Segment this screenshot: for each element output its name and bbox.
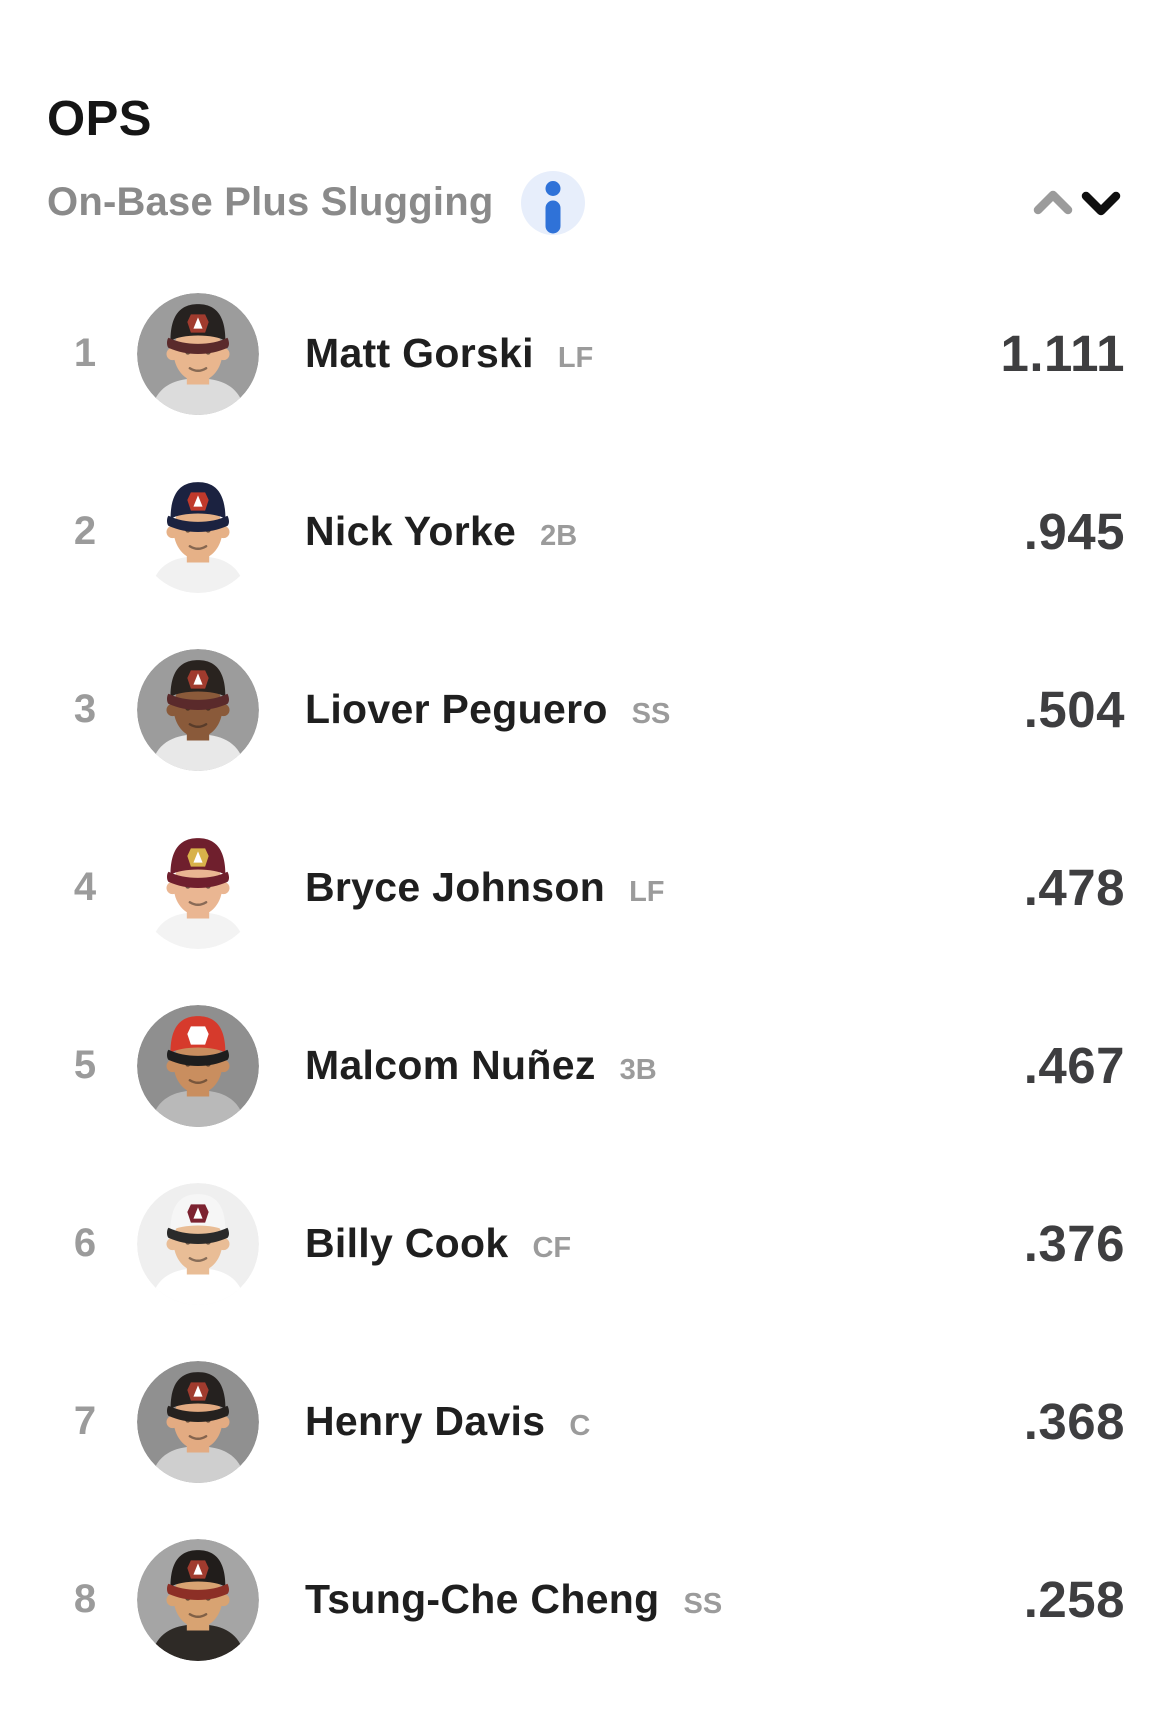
player-stat-value: .478 [1023, 859, 1125, 917]
sort-descending-button[interactable] [1077, 179, 1125, 227]
player-stat-value: .376 [1023, 1215, 1125, 1273]
player-position: LF [629, 876, 665, 909]
stat-subtitle: On-Base Plus Slugging [47, 180, 494, 225]
player-name-block: Bryce Johnson LF [305, 864, 665, 911]
player-avatar [137, 1004, 259, 1127]
player-stat-value: .504 [1023, 681, 1125, 739]
player-stat-value: .258 [1023, 1571, 1125, 1629]
player-name-block: Billy Cook CF [305, 1220, 571, 1267]
player-rank: 8 [73, 1577, 97, 1622]
player-position: C [569, 1410, 591, 1443]
player-position: SS [631, 698, 671, 731]
player-name: Tsung-Che Cheng [305, 1576, 660, 1623]
player-avatar [137, 470, 259, 593]
info-icon [545, 180, 561, 234]
player-row[interactable]: 7 Henry Davis [0, 1333, 1170, 1511]
player-avatar [137, 1538, 259, 1661]
player-position: 2B [540, 520, 578, 553]
chevron-down-icon [1081, 191, 1121, 216]
info-button[interactable] [521, 170, 586, 235]
sort-controls [1029, 179, 1125, 227]
sort-ascending-button[interactable] [1029, 179, 1077, 227]
player-stat-value: .368 [1023, 1393, 1125, 1451]
player-row[interactable]: 5 Malcom Nuñez [0, 977, 1170, 1155]
player-name-block: Matt Gorski LF [305, 330, 593, 377]
player-position: 3B [619, 1054, 657, 1087]
player-position: SS [683, 1588, 723, 1621]
player-row[interactable]: 1 Matt Gorski [0, 265, 1170, 443]
player-avatar [137, 1360, 259, 1483]
player-row[interactable]: 6 Billy Cook [0, 1155, 1170, 1333]
player-name-block: Liover Peguero SS [305, 686, 670, 733]
leaderboard-list: 1 Matt Gorski [0, 265, 1170, 1689]
player-avatar [137, 1182, 259, 1305]
player-name: Liover Peguero [305, 686, 608, 733]
leaderboard-header: OPS On-Base Plus Slugging [0, 0, 1170, 235]
player-rank: 3 [73, 687, 97, 732]
player-rank: 6 [73, 1221, 97, 1266]
player-name-block: Tsung-Che Cheng SS [305, 1576, 722, 1623]
player-avatar [137, 292, 259, 415]
player-name-block: Malcom Nuñez 3B [305, 1042, 657, 1089]
player-row[interactable]: 8 Tsung-Che Chen [0, 1511, 1170, 1689]
player-name-block: Nick Yorke 2B [305, 508, 577, 555]
player-name: Malcom Nuñez [305, 1042, 596, 1089]
player-avatar [137, 648, 259, 771]
player-name: Nick Yorke [305, 508, 517, 555]
player-position: LF [557, 342, 594, 375]
player-stat-value: .467 [1023, 1037, 1125, 1095]
player-avatar [137, 826, 259, 949]
player-row[interactable]: 2 Nick Yorke [0, 443, 1170, 621]
player-position: CF [532, 1232, 572, 1265]
player-rank: 2 [73, 509, 97, 554]
player-name: Billy Cook [305, 1220, 509, 1267]
stat-title: OPS [47, 92, 152, 146]
player-rank: 1 [73, 331, 97, 376]
player-stat-value: .945 [1023, 503, 1125, 561]
player-row[interactable]: 4 Bryce Johnson [0, 799, 1170, 977]
player-name: Matt Gorski [305, 330, 534, 377]
player-name: Henry Davis [305, 1398, 546, 1445]
player-name: Bryce Johnson [305, 864, 606, 911]
player-rank: 7 [73, 1399, 97, 1444]
player-name-block: Henry Davis C [305, 1398, 590, 1445]
player-rank: 5 [73, 1043, 97, 1088]
player-stat-value: 1.111 [1000, 325, 1125, 383]
chevron-up-icon [1033, 190, 1073, 215]
player-rank: 4 [73, 865, 97, 910]
player-row[interactable]: 3 Liover Peguero [0, 621, 1170, 799]
subtitle-row: On-Base Plus Slugging [47, 170, 1125, 235]
